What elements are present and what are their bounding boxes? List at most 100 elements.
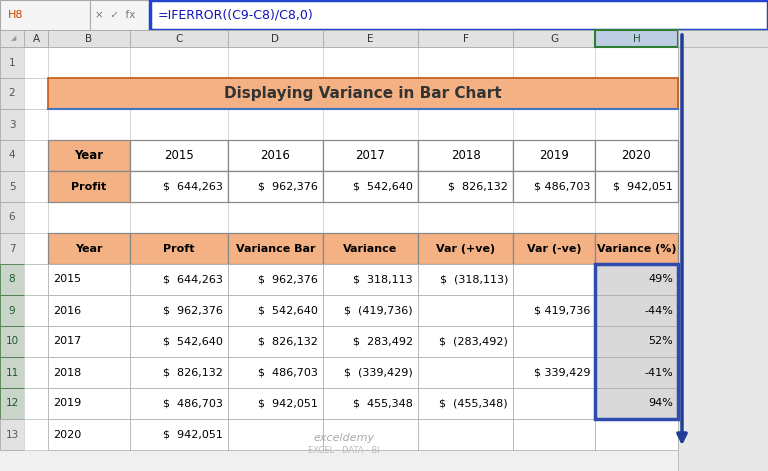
- Bar: [595, 357, 678, 388]
- Bar: [130, 47, 228, 78]
- Bar: [48, 357, 130, 388]
- Bar: [48, 171, 130, 202]
- Bar: [513, 357, 595, 388]
- Bar: [228, 30, 323, 47]
- Bar: [678, 264, 768, 295]
- Text: $  486,703: $ 486,703: [163, 398, 223, 408]
- Text: $  (283,492): $ (283,492): [439, 336, 508, 347]
- Text: -41%: -41%: [644, 367, 673, 377]
- Bar: [130, 419, 228, 450]
- Bar: [48, 326, 130, 357]
- Text: Year: Year: [75, 244, 103, 253]
- Bar: [513, 326, 595, 357]
- Text: $  318,113: $ 318,113: [353, 275, 413, 284]
- Bar: [228, 357, 323, 388]
- Bar: [678, 30, 768, 47]
- Bar: [323, 295, 418, 326]
- Bar: [228, 140, 323, 171]
- Text: $  942,051: $ 942,051: [258, 398, 318, 408]
- Bar: [595, 419, 678, 450]
- Text: 2016: 2016: [260, 149, 290, 162]
- Bar: [595, 264, 678, 295]
- Bar: [323, 357, 418, 388]
- Bar: [24, 388, 48, 419]
- Bar: [130, 295, 228, 326]
- Text: 2017: 2017: [356, 149, 386, 162]
- Bar: [513, 30, 595, 47]
- Bar: [323, 140, 418, 171]
- Text: 2: 2: [8, 89, 15, 98]
- Bar: [513, 109, 595, 140]
- Bar: [418, 140, 513, 171]
- Bar: [150, 0, 768, 30]
- Bar: [678, 30, 768, 471]
- Text: $ 419,736: $ 419,736: [534, 306, 590, 316]
- Bar: [678, 109, 768, 140]
- Bar: [418, 357, 513, 388]
- Bar: [595, 109, 678, 140]
- Text: $  826,132: $ 826,132: [258, 336, 318, 347]
- Bar: [48, 47, 130, 78]
- Bar: [513, 388, 595, 419]
- Bar: [323, 388, 418, 419]
- Bar: [24, 295, 48, 326]
- Bar: [595, 388, 678, 419]
- Bar: [228, 78, 323, 109]
- Bar: [130, 326, 228, 357]
- Bar: [513, 295, 595, 326]
- Bar: [130, 140, 228, 171]
- Bar: [595, 233, 678, 264]
- Bar: [513, 140, 595, 171]
- Bar: [0, 171, 48, 202]
- Bar: [418, 326, 513, 357]
- Text: Profit: Profit: [71, 181, 107, 192]
- Text: 7: 7: [8, 244, 15, 253]
- Bar: [130, 171, 228, 202]
- Bar: [595, 264, 678, 419]
- Bar: [0, 0, 90, 30]
- Bar: [48, 264, 130, 295]
- Text: 2019: 2019: [539, 149, 569, 162]
- Bar: [0, 30, 48, 47]
- Bar: [595, 78, 678, 109]
- Bar: [418, 388, 513, 419]
- Bar: [513, 419, 595, 450]
- Bar: [418, 326, 513, 357]
- Text: 4: 4: [8, 151, 15, 161]
- Bar: [513, 419, 595, 450]
- Bar: [130, 30, 228, 47]
- Text: 2020: 2020: [53, 430, 81, 439]
- Bar: [130, 357, 228, 388]
- Bar: [513, 140, 595, 171]
- Bar: [0, 357, 48, 388]
- Bar: [48, 295, 130, 326]
- Bar: [595, 233, 678, 264]
- Bar: [323, 326, 418, 357]
- Bar: [228, 357, 323, 388]
- Bar: [595, 295, 678, 326]
- Bar: [595, 295, 678, 326]
- Text: ◢: ◢: [12, 35, 17, 41]
- Bar: [228, 419, 323, 450]
- Text: H8: H8: [8, 10, 24, 20]
- Bar: [595, 357, 678, 388]
- Bar: [130, 295, 228, 326]
- Bar: [48, 419, 130, 450]
- Bar: [48, 78, 678, 109]
- Bar: [24, 264, 48, 295]
- Bar: [513, 47, 595, 78]
- Text: 2018: 2018: [53, 367, 81, 377]
- Bar: [228, 140, 323, 171]
- Text: 1: 1: [8, 57, 15, 67]
- Bar: [595, 419, 678, 450]
- Bar: [323, 326, 418, 357]
- Bar: [24, 140, 48, 171]
- Text: 2015: 2015: [53, 275, 81, 284]
- Bar: [323, 295, 418, 326]
- Bar: [24, 357, 48, 388]
- Bar: [595, 202, 678, 233]
- Text: 8: 8: [8, 275, 15, 284]
- Bar: [48, 388, 130, 419]
- Bar: [513, 295, 595, 326]
- Bar: [678, 140, 768, 171]
